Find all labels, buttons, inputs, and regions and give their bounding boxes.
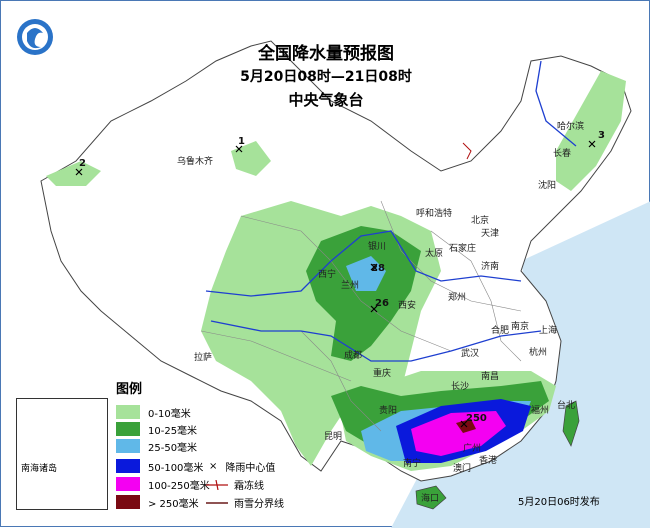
inset-label: 南海诸岛: [21, 464, 58, 474]
city-label: 重庆: [373, 369, 392, 379]
city-label: 广州: [463, 444, 482, 454]
rain-area-0-10-xinjiang: [46, 161, 101, 186]
city-label: 福州: [531, 406, 550, 416]
legend-symbol: × 降雨中心值: [209, 461, 276, 474]
city-label: 哈尔滨: [557, 122, 585, 132]
legend-item: 10-25毫米: [116, 422, 197, 437]
city-label: 昆明: [324, 432, 343, 442]
city-label: 北京: [471, 216, 490, 226]
city-label: 海口: [421, 494, 440, 504]
legend-item: 100-250毫米: [116, 477, 210, 492]
map-title: 全国降水量预报图: [258, 44, 394, 64]
city-label: 石家庄: [449, 244, 477, 254]
legend-item: 50-100毫米: [116, 459, 203, 474]
rain-center-value: 3: [598, 130, 605, 141]
legend-item: > 250毫米: [116, 495, 199, 510]
legend-swatch: [116, 405, 140, 419]
city-label: 南昌: [481, 372, 500, 382]
city-label: 西宁: [318, 270, 337, 280]
hainan-island: [415, 485, 447, 510]
rain-snow-line-icon: [206, 501, 228, 504]
legend-swatch: [116, 495, 140, 509]
rain-center-value: 28: [371, 263, 385, 274]
rain-area-100-250: [411, 411, 506, 456]
city-label: 南京: [511, 322, 530, 332]
legend-title: 图例: [116, 382, 143, 397]
issuing-agency: 中央气象台: [288, 91, 364, 109]
city-label: 乌鲁木齐: [177, 157, 214, 167]
city-label: 呼和浩特: [416, 209, 453, 219]
frost-line: [462, 142, 472, 160]
city-label: 澳门: [453, 464, 472, 474]
legend-item: 25-50毫米: [116, 439, 197, 454]
province-borders: [200, 200, 522, 432]
legend-swatch: [116, 422, 140, 436]
forecast-period: 5月20日08时—21日08时: [240, 69, 412, 85]
city-label: 长春: [553, 149, 572, 159]
legend-item: 0-10毫米: [116, 405, 191, 420]
rain-area-0-10-northeast: [556, 71, 626, 191]
city-label: 武汉: [461, 349, 480, 359]
city-label: 台北: [557, 401, 576, 411]
city-label: 西安: [398, 301, 417, 311]
city-label: 香港: [479, 456, 498, 466]
rain-center-value: 1: [238, 136, 245, 147]
legend-swatch: [116, 439, 140, 453]
city-label: 兰州: [341, 281, 360, 291]
cma-logo-icon: [17, 19, 53, 55]
rain-area-10-25: [306, 226, 421, 361]
city-label: 太原: [425, 249, 444, 259]
frost-line-icon: [206, 479, 228, 490]
city-label: 南宁: [403, 459, 422, 469]
city-label: 长沙: [451, 382, 470, 392]
rain-center-markers: [75, 140, 596, 428]
city-label: 郑州: [448, 293, 467, 303]
rivers: [205, 60, 577, 362]
legend-swatch: [116, 477, 140, 491]
city-label: 合肥: [491, 326, 510, 336]
city-label: 济南: [481, 262, 500, 272]
city-label: 沈阳: [538, 181, 557, 191]
city-label: 成都: [344, 351, 363, 361]
city-label: 贵阳: [379, 406, 398, 416]
rain-center-value: 250: [466, 413, 487, 424]
legend-symbol: 霜冻线: [206, 477, 264, 492]
city-label: 拉萨: [194, 353, 213, 363]
legend-swatch: [116, 459, 140, 473]
rain-center-value: 2: [79, 158, 86, 169]
legend-symbol: 雨雪分界线: [206, 495, 284, 510]
cross-icon: ×: [209, 461, 218, 472]
taiwan-island: [562, 400, 580, 447]
south-sea-inset: [16, 398, 108, 510]
city-label: 杭州: [529, 348, 548, 358]
city-label: 天津: [481, 229, 500, 239]
city-label: 银川: [368, 242, 387, 252]
rain-area-0-10-north: [231, 141, 271, 176]
city-label: 上海: [539, 326, 558, 336]
rain-center-value: 26: [375, 298, 389, 309]
issued-time: 5月20日06时发布: [518, 497, 600, 508]
